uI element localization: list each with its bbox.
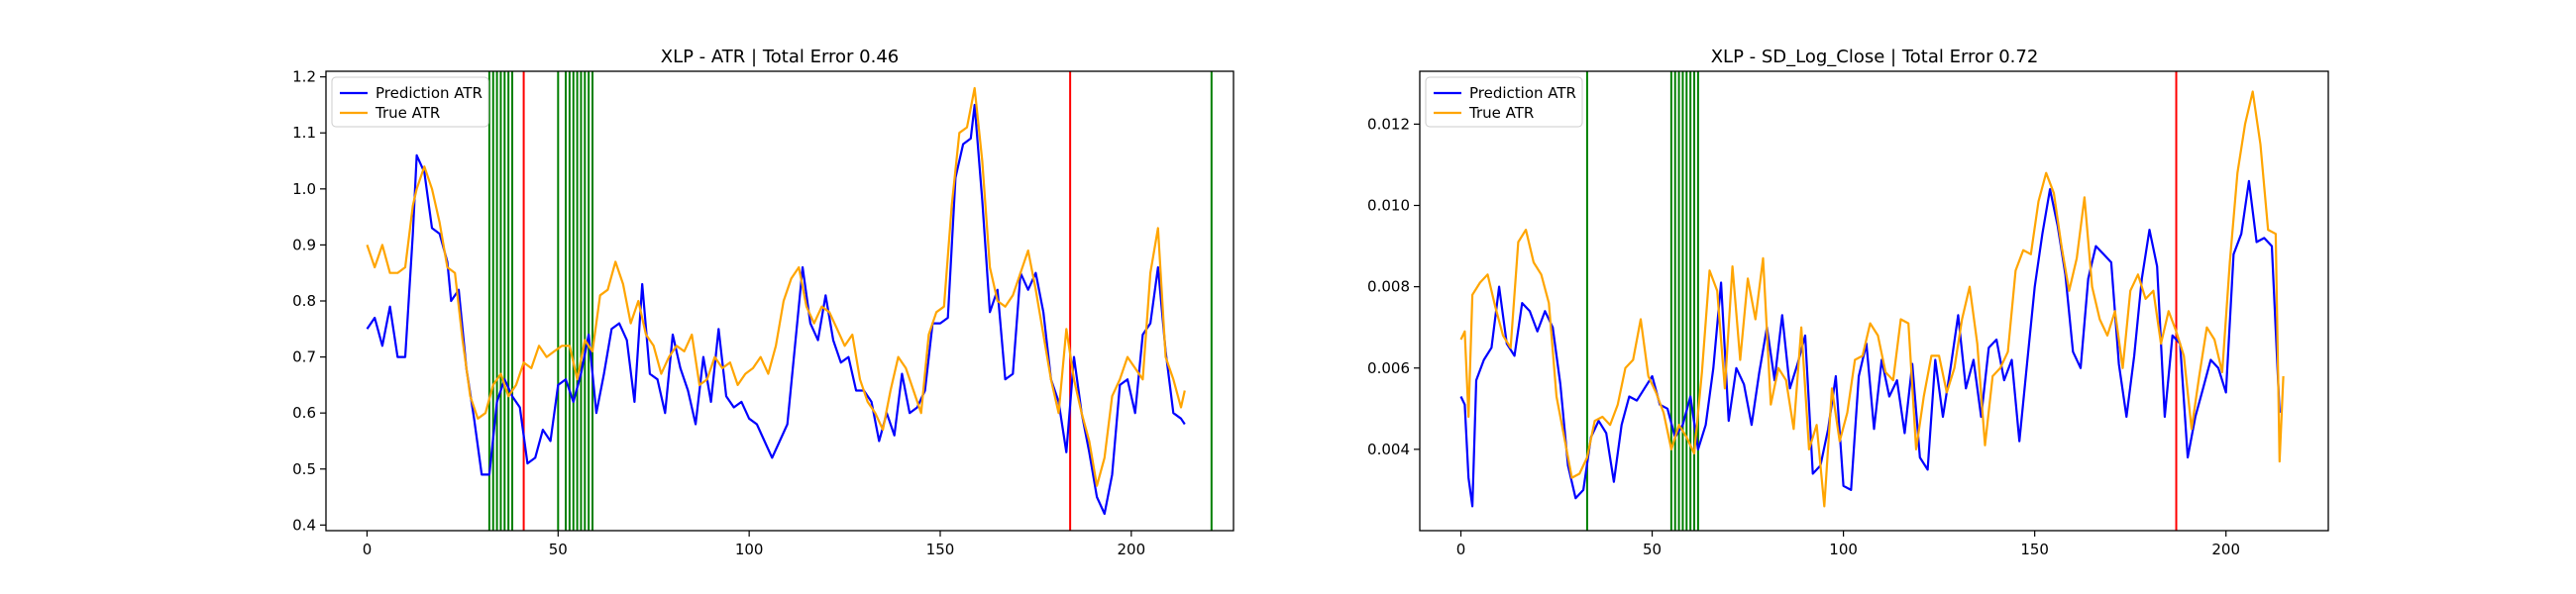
legend-box — [331, 76, 489, 128]
y-tick-label: 0.4 — [292, 516, 316, 534]
legend-box — [1425, 76, 1583, 128]
x-tick-label: 200 — [1118, 541, 1146, 558]
y-tick-label: 0.006 — [1367, 359, 1410, 377]
x-tick-label: 100 — [735, 541, 764, 558]
x-tick-label: 0 — [1456, 541, 1466, 558]
legend: Prediction ATR True ATR — [331, 76, 489, 128]
y-tick-label: 0.004 — [1367, 441, 1410, 458]
y-tick-label: 0.8 — [292, 292, 316, 310]
legend-label-prediction: Prediction ATR — [376, 84, 483, 102]
chart-title: XLP - ATR | Total Error 0.46 — [661, 47, 900, 67]
x-tick-label: 150 — [926, 541, 955, 558]
y-tick-label: 1.2 — [292, 68, 316, 86]
legend: Prediction ATR True ATR — [1425, 76, 1583, 128]
plot-frame — [1419, 70, 2329, 532]
y-tick-label: 0.7 — [292, 348, 316, 366]
y-tick-label: 0.5 — [292, 460, 316, 478]
chart-title: XLP - SD_Log_Close | Total Error 0.72 — [1711, 47, 2039, 67]
chart-atr: XLP - ATR | Total Error 0.46 0 50 100 150 20… — [292, 47, 1234, 558]
x-tick-label: 50 — [1643, 541, 1662, 558]
y-tick-label: 0.010 — [1367, 197, 1410, 215]
prediction-series-line — [1459, 179, 2281, 508]
true-series-line — [1459, 90, 2285, 508]
legend-label-true: True ATR — [1468, 104, 1534, 122]
y-tick-label: 0.008 — [1367, 278, 1410, 296]
x-tick-label: 200 — [2211, 541, 2240, 558]
x-tick-label: 150 — [2020, 541, 2049, 558]
x-tick-label: 0 — [363, 541, 373, 558]
x-tick-label: 50 — [549, 541, 568, 558]
y-tick-label: 0.012 — [1367, 115, 1410, 133]
legend-label-prediction: Prediction ATR — [1469, 84, 1576, 102]
y-tick-label: 0.6 — [292, 404, 316, 422]
x-tick-label: 100 — [1829, 541, 1858, 558]
y-tick-label: 1.0 — [292, 180, 316, 198]
y-tick-label: 0.9 — [292, 236, 316, 253]
legend-label-true: True ATR — [375, 104, 440, 122]
true-series-line — [366, 86, 1186, 487]
y-tick-label: 1.1 — [292, 124, 316, 142]
chart-sd-log-close: XLP - SD_Log_Close | Total Error 0.72 0 5… — [1367, 47, 2329, 558]
